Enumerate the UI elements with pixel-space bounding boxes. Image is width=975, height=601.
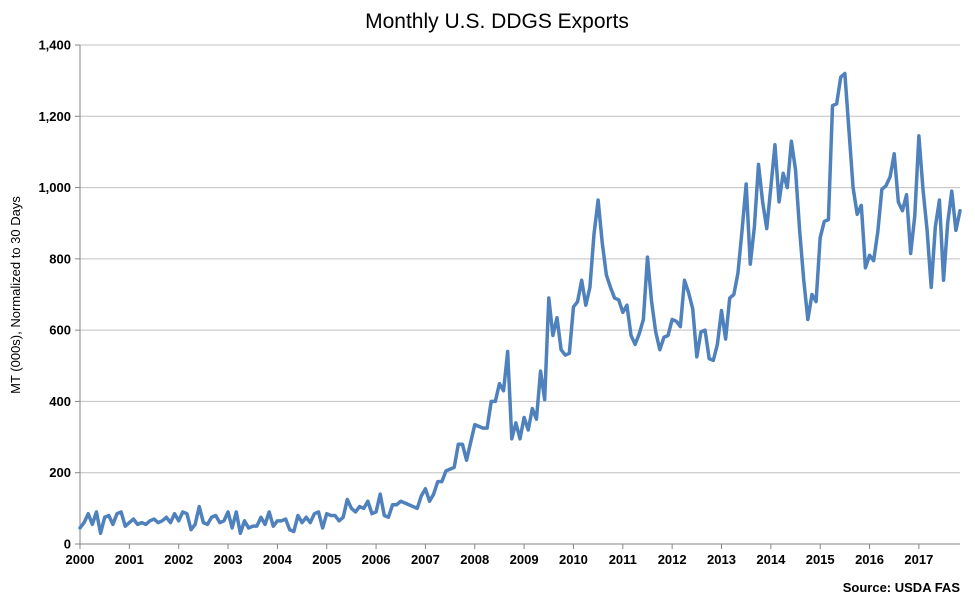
x-tick-label: 2003 bbox=[214, 552, 243, 567]
x-tick-label: 2015 bbox=[806, 552, 835, 567]
y-axis-label: MT (000s), Normalized to 30 Days bbox=[8, 196, 23, 394]
source-note: Source: USDA FAS bbox=[843, 580, 961, 595]
y-tick-label: 1,400 bbox=[38, 38, 71, 53]
y-tick-label: 400 bbox=[49, 394, 71, 409]
gridlines bbox=[80, 44, 960, 474]
y-tick-label: 600 bbox=[49, 323, 71, 338]
x-tick-label: 2013 bbox=[707, 552, 736, 567]
x-tick-label: 2011 bbox=[609, 552, 637, 567]
x-axis-ticks: 2000 2001 2002 2003 2004 2005 2006 2007 2008 2009… bbox=[66, 544, 933, 567]
y-tick-label: 1,200 bbox=[38, 109, 71, 124]
x-tick-label: 2005 bbox=[312, 552, 341, 567]
x-tick-label: 2000 bbox=[66, 552, 95, 567]
x-tick-label: 2007 bbox=[411, 552, 440, 567]
chart-title: Monthly U.S. DDGS Exports bbox=[365, 10, 629, 33]
x-tick-label: 2006 bbox=[362, 552, 391, 567]
series-line bbox=[78, 71, 962, 536]
x-tick-label: 2014 bbox=[756, 552, 786, 567]
x-tick-label: 2008 bbox=[460, 552, 489, 567]
y-tick-label: 200 bbox=[49, 465, 71, 480]
x-tick-label: 2016 bbox=[855, 552, 884, 567]
x-tick-label: 2010 bbox=[559, 552, 588, 567]
x-tick-label: 2001 bbox=[115, 552, 144, 567]
y-axis-ticks: 0 200 400 600 800 1,000 1,200 1,400 bbox=[38, 38, 80, 552]
x-tick-label: 2002 bbox=[164, 552, 193, 567]
y-tick-label: 1,000 bbox=[38, 180, 71, 195]
y-tick-label: 800 bbox=[49, 251, 71, 266]
y-tick-label: 0 bbox=[64, 537, 71, 552]
x-tick-label: 2009 bbox=[510, 552, 539, 567]
x-tick-label: 2017 bbox=[904, 552, 933, 567]
x-tick-label: 2012 bbox=[658, 552, 687, 567]
series-group bbox=[78, 71, 962, 536]
x-tick-label: 2004 bbox=[263, 552, 293, 567]
